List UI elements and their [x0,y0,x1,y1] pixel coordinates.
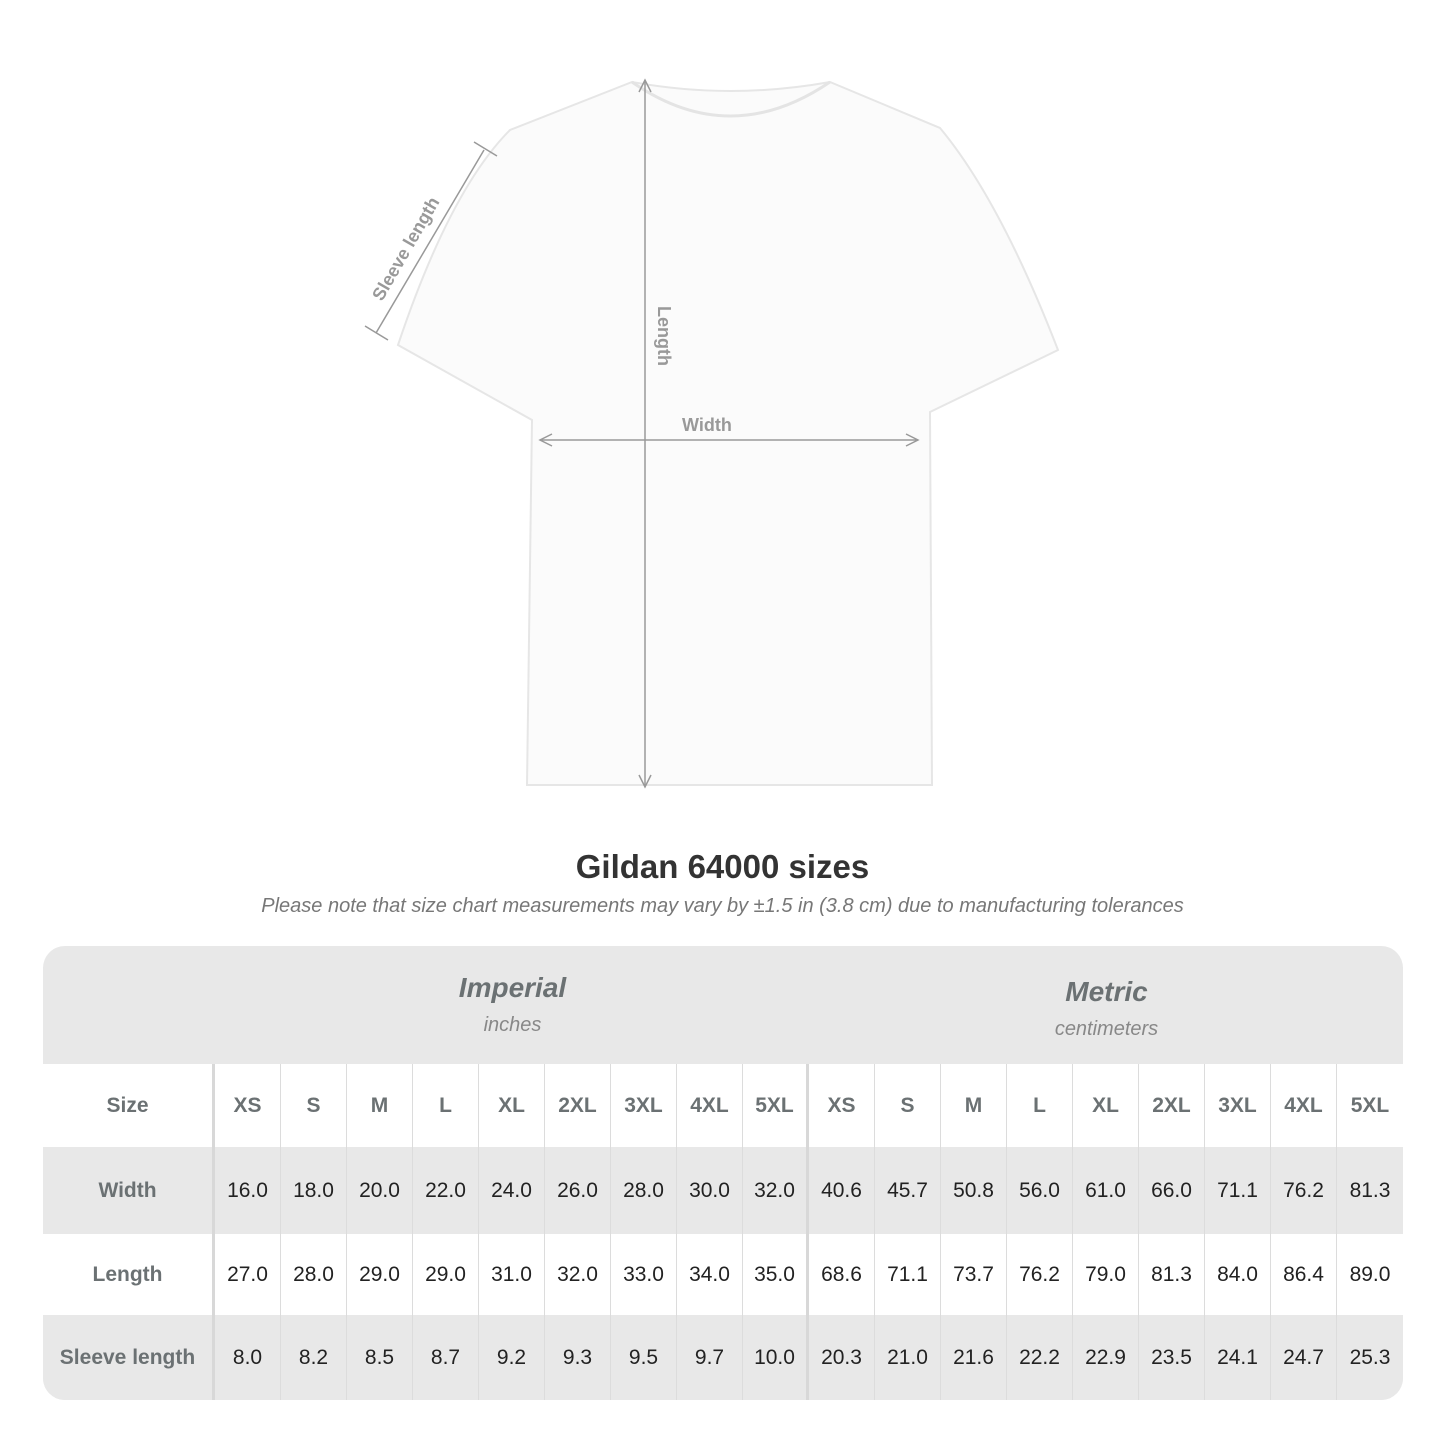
imperial-value: 29.0 [347,1234,413,1315]
size-header: M [347,1064,413,1147]
imperial-value: 16.0 [215,1147,281,1234]
imperial-unit: inches [483,1014,542,1036]
metric-value: 76.2 [1271,1147,1337,1234]
imperial-value: 29.0 [413,1234,479,1315]
imperial-value: 33.0 [611,1234,677,1315]
size-header-row: Size XS S M L XL 2XL 3XL 4XL 5XL XS S M L XL 2XL 3XL 4XL 5… [43,1064,1403,1147]
metric-value: 40.6 [809,1147,875,1234]
size-header: M [941,1064,1007,1147]
metric-value: 24.7 [1271,1315,1337,1400]
imperial-value: 34.0 [677,1234,743,1315]
imperial-header: Imperial inches [215,946,810,1064]
imperial-value: 9.7 [677,1315,743,1400]
size-header: XL [1073,1064,1139,1147]
table-row: Length 27.0 28.0 29.0 29.0 31.0 32.0 33.0 34.0 35… [43,1234,1403,1315]
size-table: Imperial inches Metric centimeters Size X… [43,946,1403,1400]
size-header: 5XL [743,1064,809,1147]
imperial-value: 32.0 [743,1147,809,1234]
imperial-value: 9.3 [545,1315,611,1400]
size-header: 4XL [677,1064,743,1147]
metric-header: Metric centimeters [810,946,1403,1064]
tshirt-diagram: Sleeve length Length Width [364,78,1060,789]
size-header: 3XL [611,1064,677,1147]
metric-value: 25.3 [1349,1345,1391,1369]
page-title: Gildan 64000 sizes [575,848,870,885]
imperial-value: 30.0 [677,1147,743,1234]
metric-value: 61.0 [1073,1147,1139,1234]
sleeve-measure-line [375,149,485,334]
metric-value: 89.0 [1349,1262,1391,1286]
imperial-value: 10.0 [743,1315,809,1400]
row-label: Sleeve length [43,1315,215,1400]
metric-value: 22.2 [1007,1315,1073,1400]
imperial-value: 8.0 [215,1315,281,1400]
metric-value: 20.3 [809,1315,875,1400]
size-header: 4XL [1271,1064,1337,1147]
size-header: L [1007,1064,1073,1147]
metric-value: 81.3 [1349,1178,1391,1202]
imperial-value: 18.0 [281,1147,347,1234]
size-label: Size [43,1064,215,1147]
table-row: Width 16.0 18.0 20.0 22.0 24.0 26.0 28.0 30.0 32.… [43,1147,1403,1234]
imperial-value: 32.0 [545,1234,611,1315]
imperial-value: 28.0 [281,1234,347,1315]
metric-value: 73.7 [941,1234,1007,1315]
tshirt-illustration [396,80,1060,786]
tolerance-note: Please note that size chart measurements… [261,895,1184,917]
metric-value: 45.7 [875,1147,941,1234]
size-header: S [281,1064,347,1147]
size-header: 3XL [1205,1064,1271,1147]
size-header: 2XL [1139,1064,1205,1147]
imperial-value: 24.0 [479,1147,545,1234]
imperial-value: 8.5 [347,1315,413,1400]
size-header: 5XL [1350,1093,1390,1117]
metric-value: 68.6 [809,1234,875,1315]
metric-value: 24.1 [1205,1315,1271,1400]
row-label: Width [43,1147,215,1234]
metric-value: 21.0 [875,1315,941,1400]
width-label: Width [682,415,732,435]
imperial-value: 9.2 [479,1315,545,1400]
metric-value: 71.1 [1205,1147,1271,1234]
metric-value: 79.0 [1073,1234,1139,1315]
metric-unit: centimeters [1054,1018,1159,1040]
size-header: S [875,1064,941,1147]
metric-value: 56.0 [1007,1147,1073,1234]
imperial-value: 26.0 [545,1147,611,1234]
imperial-value: 35.0 [743,1234,809,1315]
size-header: XS [215,1064,281,1147]
metric-value: 84.0 [1205,1234,1271,1315]
row-label: Length [43,1234,215,1315]
imperial-value: 22.0 [413,1147,479,1234]
size-header: 2XL [545,1064,611,1147]
imperial-value: 8.7 [413,1315,479,1400]
imperial-label: Imperial [458,972,567,1003]
imperial-value: 20.0 [347,1147,413,1234]
metric-value: 86.4 [1271,1234,1337,1315]
size-header: L [413,1064,479,1147]
metric-value: 21.6 [941,1315,1007,1400]
metric-value: 71.1 [875,1234,941,1315]
size-header: XL [479,1064,545,1147]
metric-value: 22.9 [1073,1315,1139,1400]
metric-value: 66.0 [1139,1147,1205,1234]
imperial-value: 28.0 [611,1147,677,1234]
imperial-value: 27.0 [215,1234,281,1315]
length-label: Length [654,306,674,366]
metric-value: 50.8 [941,1147,1007,1234]
imperial-value: 8.2 [281,1315,347,1400]
imperial-value: 31.0 [479,1234,545,1315]
imperial-value: 9.5 [611,1315,677,1400]
metric-value: 76.2 [1007,1234,1073,1315]
size-header: XS [809,1064,875,1147]
metric-value: 23.5 [1139,1315,1205,1400]
table-row: Sleeve length 8.0 8.2 8.5 8.7 9.2 9.3 9.5 9.7 10.… [43,1315,1403,1400]
metric-label: Metric [1065,976,1148,1007]
metric-value: 81.3 [1139,1234,1205,1315]
